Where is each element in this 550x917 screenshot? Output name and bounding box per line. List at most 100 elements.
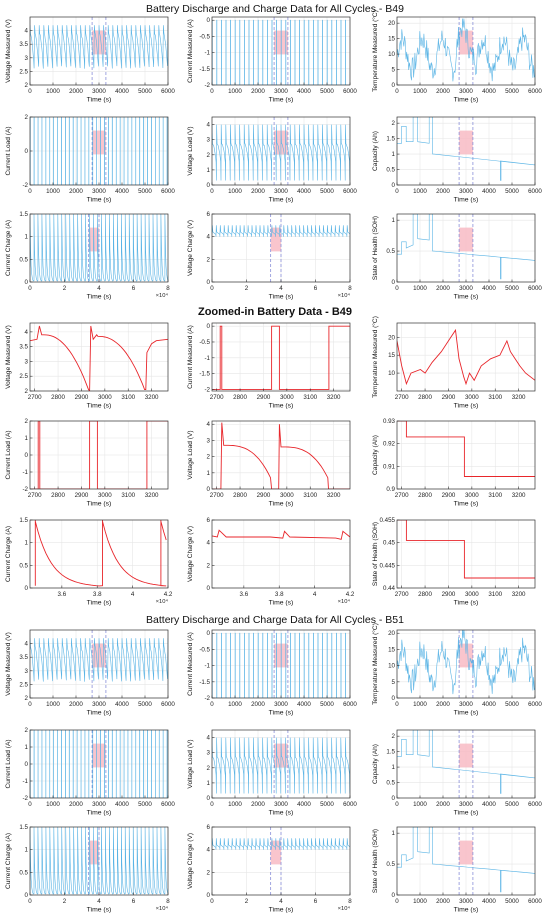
chart-zoom-current-load: 2700 2800 2900 3000 3100 3200 -2 -1 0 1 2 Time (s) C…	[5, 418, 169, 508]
x-tick-label: 6000	[528, 285, 542, 292]
y-tick-label: -2	[22, 486, 28, 493]
x-tick-label: 0	[210, 285, 214, 292]
x-tick-label: 6000	[161, 88, 175, 95]
x-axis-label: Time (s)	[87, 197, 112, 204]
y-tick-label: 5	[392, 67, 396, 74]
chart-b49-state-of-health: 0 1000 2000 3000 4000 5000 6000 0 0.5 1 Time (s) St…	[372, 213, 542, 301]
x-axis-label: Time (s)	[269, 907, 294, 914]
y-tick-label: -1.5	[199, 679, 210, 686]
x-tick-label: 3000	[274, 188, 288, 195]
y-tick-label: -2	[22, 182, 28, 189]
y-tick-label: 2	[25, 418, 29, 425]
chart-b51-voltage-load: 0 1000 2000 3000 4000 5000 6000 0 1 2 3 4 Time (s) Vo…	[187, 729, 357, 817]
x-tick-label: 0	[395, 88, 399, 95]
x-tick-label: 3000	[98, 492, 112, 499]
x-tick-label: 1000	[413, 801, 427, 808]
y-tick-label: 0	[25, 148, 29, 155]
y-tick-label: 0.5	[19, 869, 28, 876]
x-tick-label: 6000	[528, 801, 542, 808]
y-tick-label: -1.5	[199, 371, 210, 378]
series-line	[397, 730, 535, 794]
chart-b51-current-load: 0 1000 2000 3000 4000 5000 6000 -2 -1 0 1 2 Time (s)…	[5, 727, 175, 817]
section-title-b49-zoom: Zoomed-in Battery Data - B49	[197, 306, 353, 318]
x-axis-label: Time (s)	[454, 97, 479, 104]
y-tick-label: 1	[25, 744, 29, 751]
x-tick-label: 3.6	[240, 591, 249, 598]
x-tick-label: 8	[348, 898, 352, 905]
x-tick-label: 2000	[436, 801, 450, 808]
y-tick-label: 4	[25, 641, 29, 648]
x-tick-label: 8	[166, 285, 170, 292]
x-tick-label: 3100	[121, 394, 135, 401]
axes-frame	[211, 420, 351, 490]
series-line	[397, 214, 535, 280]
x-tick-label: 2000	[251, 188, 265, 195]
x-tick-label: 2000	[251, 801, 265, 808]
x-tick-label: 4000	[115, 188, 129, 195]
x-tick-label: 2900	[75, 492, 89, 499]
x-tick-label: 3000	[92, 701, 106, 708]
y-tick-label: 0	[207, 585, 211, 592]
chart-b49-temperature-measured: 0 1000 2000 3000 4000 5000 6000 0 5 10 15 20 Time (s…	[371, 10, 542, 103]
x-tick-label: 2800	[233, 394, 247, 401]
y-tick-label: 1	[392, 764, 396, 771]
y-tick-label: -0.5	[199, 339, 210, 346]
x-exponent-label: ×10⁴	[156, 598, 169, 605]
y-tick-label: 1	[207, 780, 211, 787]
y-tick-label: 4	[25, 329, 29, 336]
y-tick-label: 20	[388, 20, 395, 27]
x-tick-label: 3000	[459, 701, 473, 708]
x-tick-label: 2000	[69, 188, 83, 195]
chart-b51-current-charge: 0 2 4 6 8 0 0.5 1 1.5 Time (s) ×10⁴ Current Charge …	[5, 824, 170, 914]
axes-frame	[29, 322, 169, 392]
x-tick-label: 0	[395, 898, 399, 905]
x-tick-label: 2000	[436, 898, 450, 905]
y-tick-label: 0	[25, 452, 29, 459]
x-tick-label: 4000	[297, 188, 311, 195]
y-tick-label: -1	[204, 663, 210, 670]
axes-frame	[211, 519, 351, 589]
x-tick-label: 6000	[161, 801, 175, 808]
chart-zoom-voltage-measured: 2700 2800 2900 3000 3100 3200 2 2.5 3 3.5 4 Time (s…	[5, 322, 169, 410]
y-tick-label: 2	[207, 765, 211, 772]
y-tick-label: 1	[392, 830, 396, 837]
x-tick-label: 2800	[51, 492, 65, 499]
x-tick-label: 4000	[115, 701, 129, 708]
series-line	[212, 325, 350, 390]
x-tick-label: 3100	[488, 591, 502, 598]
x-tick-label: 3000	[98, 394, 112, 401]
y-axis-label: State of Health (SOH)	[372, 829, 379, 893]
y-tick-label: 0.5	[386, 780, 395, 787]
x-axis-label: Time (s)	[87, 600, 112, 607]
y-tick-label: 3	[25, 55, 29, 62]
x-tick-label: 1000	[46, 88, 60, 95]
y-tick-label: 0	[25, 279, 29, 286]
y-axis-label: Voltage Measured (V)	[5, 19, 12, 83]
y-tick-label: -1	[22, 778, 28, 785]
x-tick-label: 0	[210, 188, 214, 195]
y-axis-label: Current Charge (A)	[5, 833, 12, 889]
y-tick-label: 2	[392, 120, 396, 127]
x-tick-label: 2000	[251, 701, 265, 708]
x-tick-label: 4.2	[346, 591, 355, 598]
y-tick-label: 1	[25, 435, 29, 442]
y-tick-label: 20	[388, 334, 395, 341]
x-tick-label: 3000	[274, 801, 288, 808]
x-tick-label: 6000	[528, 701, 542, 708]
series-line	[397, 630, 535, 695]
y-tick-label: -1	[22, 469, 28, 476]
y-tick-label: 1.5	[19, 824, 28, 831]
y-tick-label: 0.5	[386, 167, 395, 174]
axes-frame	[396, 519, 536, 589]
x-tick-label: 2000	[69, 801, 83, 808]
x-exponent-label: ×10⁴	[156, 292, 169, 299]
y-axis-label: State of Health (SOH)	[372, 522, 379, 586]
x-tick-label: 4000	[297, 801, 311, 808]
y-tick-label: -0.5	[199, 33, 210, 40]
y-tick-label: 20	[388, 630, 395, 637]
series-line	[212, 422, 350, 489]
y-tick-label: 0	[207, 486, 211, 493]
x-tick-label: 3000	[92, 801, 106, 808]
y-axis-label: Voltage Load (V)	[187, 739, 194, 788]
x-axis-label: Time (s)	[269, 197, 294, 204]
